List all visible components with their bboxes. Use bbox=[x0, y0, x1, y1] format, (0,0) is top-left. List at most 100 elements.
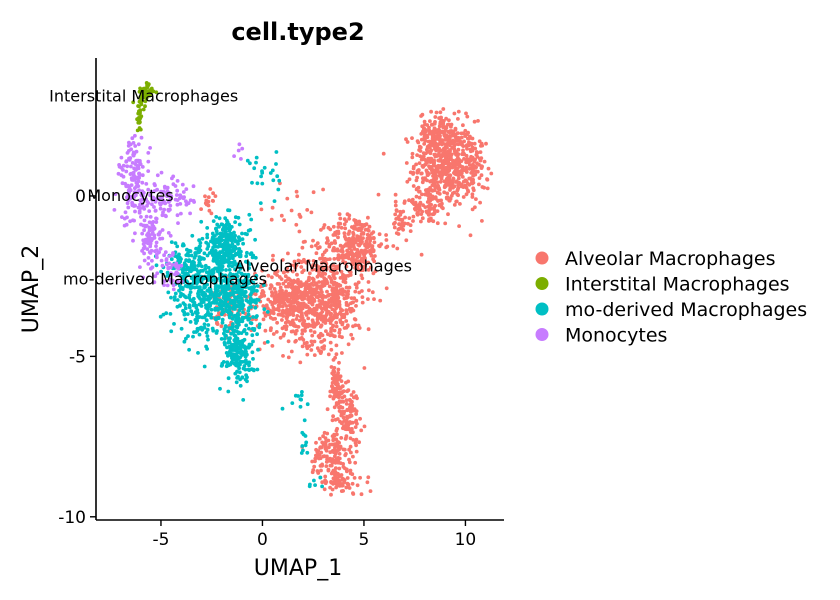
data-point bbox=[218, 239, 223, 244]
data-point bbox=[359, 241, 363, 246]
data-point bbox=[226, 253, 231, 258]
data-point bbox=[135, 158, 139, 163]
data-point bbox=[344, 467, 349, 472]
data-point bbox=[176, 264, 181, 268]
data-point bbox=[244, 323, 249, 328]
data-point bbox=[156, 250, 161, 255]
data-point bbox=[246, 272, 251, 277]
data-point bbox=[224, 251, 229, 255]
y-tick-label: 0 bbox=[75, 187, 86, 207]
data-point bbox=[131, 238, 135, 243]
data-point bbox=[415, 139, 420, 144]
data-point bbox=[340, 384, 345, 389]
data-point bbox=[226, 389, 231, 394]
data-point bbox=[345, 324, 350, 328]
data-point bbox=[356, 227, 360, 232]
data-point bbox=[228, 271, 233, 276]
data-point bbox=[480, 219, 484, 223]
data-point bbox=[231, 322, 235, 326]
data-point bbox=[333, 233, 338, 237]
data-point bbox=[299, 393, 304, 398]
data-point bbox=[440, 167, 445, 172]
data-point bbox=[169, 240, 174, 245]
data-point bbox=[271, 332, 276, 336]
data-point bbox=[291, 286, 296, 291]
data-point bbox=[309, 339, 314, 344]
data-point bbox=[359, 264, 364, 268]
data-point bbox=[309, 323, 313, 328]
data-point bbox=[454, 138, 459, 143]
data-point bbox=[161, 312, 166, 317]
data-point bbox=[479, 173, 484, 178]
data-point bbox=[217, 216, 222, 221]
data-point bbox=[240, 231, 244, 236]
data-point bbox=[223, 242, 228, 247]
data-point bbox=[372, 297, 376, 301]
data-point bbox=[265, 310, 270, 314]
data-point bbox=[344, 319, 349, 323]
data-point bbox=[347, 256, 351, 261]
data-point bbox=[227, 268, 232, 272]
data-point bbox=[474, 152, 479, 157]
data-point bbox=[463, 183, 467, 188]
data-point bbox=[354, 253, 358, 257]
data-point bbox=[286, 355, 291, 360]
data-point bbox=[441, 206, 445, 211]
data-point bbox=[295, 272, 299, 277]
data-point bbox=[472, 141, 477, 146]
data-point bbox=[205, 334, 210, 338]
data-point bbox=[404, 161, 409, 165]
data-point bbox=[191, 184, 196, 189]
data-point bbox=[342, 326, 347, 330]
data-point bbox=[354, 298, 359, 303]
data-point bbox=[124, 169, 129, 174]
data-point bbox=[305, 402, 310, 407]
data-point bbox=[341, 273, 345, 278]
data-point bbox=[308, 328, 313, 333]
data-point bbox=[319, 445, 324, 450]
data-point bbox=[336, 221, 341, 226]
data-point bbox=[251, 339, 255, 344]
data-point bbox=[231, 256, 235, 261]
data-point bbox=[154, 90, 159, 95]
data-point bbox=[222, 327, 227, 332]
data-point bbox=[137, 120, 142, 125]
y-tick-label: -5 bbox=[69, 347, 86, 367]
data-point bbox=[298, 215, 303, 219]
data-point bbox=[471, 188, 476, 193]
data-point bbox=[428, 192, 433, 197]
data-point bbox=[308, 482, 312, 487]
data-point bbox=[160, 213, 165, 218]
data-point bbox=[425, 144, 430, 149]
data-point bbox=[337, 330, 342, 335]
data-point bbox=[182, 263, 187, 268]
data-point bbox=[410, 136, 414, 141]
data-point bbox=[477, 139, 482, 144]
data-point bbox=[322, 283, 327, 288]
data-point bbox=[320, 484, 324, 489]
data-point bbox=[352, 218, 357, 222]
data-point bbox=[154, 244, 158, 249]
data-point bbox=[240, 306, 245, 311]
data-point bbox=[260, 181, 265, 186]
data-point bbox=[194, 303, 199, 308]
data-point bbox=[215, 316, 220, 321]
data-point bbox=[311, 259, 316, 263]
data-point bbox=[274, 330, 279, 334]
data-point bbox=[340, 335, 344, 340]
data-point bbox=[354, 282, 359, 287]
data-point bbox=[207, 208, 212, 213]
data-point bbox=[175, 202, 180, 207]
data-point bbox=[148, 215, 153, 219]
data-point bbox=[324, 241, 329, 245]
data-point bbox=[149, 237, 154, 242]
data-point bbox=[195, 314, 199, 319]
data-point bbox=[327, 299, 332, 303]
data-point bbox=[302, 418, 307, 423]
data-point bbox=[271, 178, 276, 183]
data-point bbox=[213, 194, 218, 199]
data-point bbox=[339, 489, 344, 493]
data-point bbox=[342, 477, 346, 482]
data-point bbox=[200, 236, 205, 241]
data-point bbox=[247, 262, 252, 266]
